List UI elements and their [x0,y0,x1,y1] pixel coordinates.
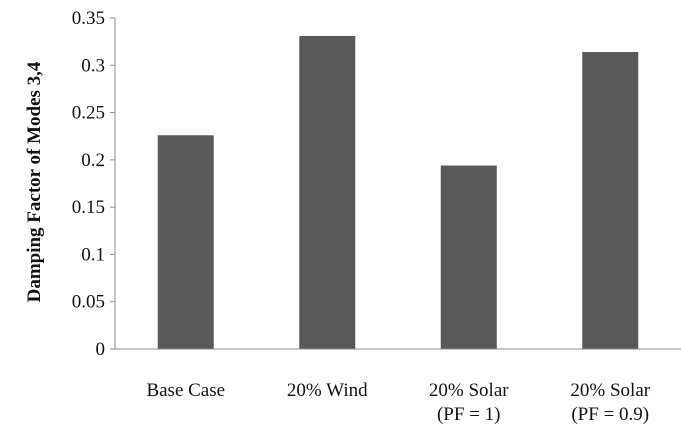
x-category-label-line: (PF = 0.9) [571,404,649,425]
y-tick-label: 0.2 [81,150,105,171]
x-axis-labels: Base Case 20% Wind 20% Solar (PF = 1)20% So… [146,380,650,425]
x-category-label: 20% Solar (PF = 0.9) [570,380,650,425]
x-category-label-line: 20% Solar [429,380,509,401]
bar [582,52,639,349]
y-tick-label: 0.1 [81,244,105,265]
x-category-label-line: Base Case [146,380,225,401]
y-tick-label: 0.25 [72,103,105,124]
y-tick-label: 0.15 [72,197,105,218]
y-axis-title: Damping Factor of Modes 3,4 [24,61,45,302]
y-tick-label: 0.3 [81,55,105,76]
x-category-label-line: 20% Wind [287,380,368,401]
bar [440,165,497,349]
bar [157,135,214,349]
y-tick-label: 0 [96,339,106,360]
x-category-label-line: (PF = 1) [437,404,501,425]
y-axis-ticks: 0 0.05 0.1 0.15 0.2 0.25 0.3 0.35 [72,8,115,360]
x-category-label: 20% Solar (PF = 1) [429,380,509,425]
x-category-label: 20% Wind [287,380,368,401]
bar [299,35,356,350]
x-category-label-line: 20% Solar [570,380,650,401]
y-tick-label: 0.05 [72,292,105,313]
y-tick-label: 0.35 [72,8,105,29]
x-category-label: Base Case [146,380,225,401]
bars [157,35,639,350]
